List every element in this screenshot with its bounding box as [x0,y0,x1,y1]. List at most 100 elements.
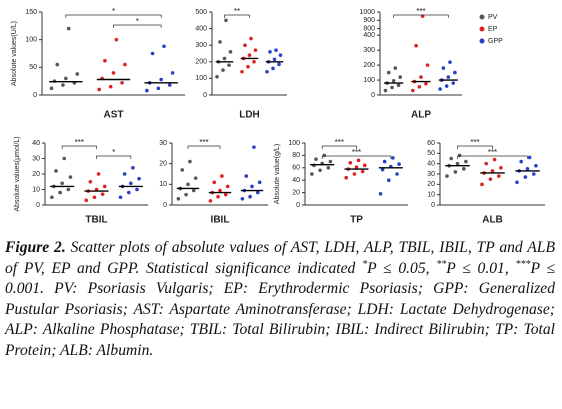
data-point [100,192,105,196]
y-tick-label: 40 [292,177,300,184]
data-point [247,53,252,57]
data-point [411,88,415,93]
y-tick-label: 10 [32,186,40,193]
data-point [49,86,54,91]
data-point [424,81,428,86]
y-tick-label: 800 [363,25,375,32]
data-point [438,87,442,91]
y-tick-label: 20 [159,161,167,168]
data-point [451,81,456,85]
data-point [184,192,188,197]
data-point [252,60,256,64]
y-tick-label: 40 [427,161,435,168]
data-point [446,75,451,79]
data-point [220,174,224,178]
legend-label: EP [488,26,498,33]
data-point [68,175,73,179]
data-point [378,192,383,196]
data-point [156,86,161,91]
data-point [135,187,139,192]
legend-label: GPP [488,38,503,45]
y-tick-label: 0 [33,92,37,99]
legend-marker [479,14,485,20]
data-point [417,84,422,89]
panel-label: TP [350,215,363,226]
data-point [248,194,252,199]
y-tick-label: 100 [288,140,300,147]
legend-label: PV [488,14,498,21]
data-point [397,162,401,166]
significance-bracket [393,14,449,18]
data-point [218,40,222,44]
data-point [419,75,423,79]
y-tick-label: 30 [427,171,435,178]
data-point [328,159,333,164]
y-tick-label: 30 [32,155,40,162]
significance-label: * [112,148,115,157]
data-point [441,66,446,70]
caption-text: Scatter plots of absolute values of AST,… [5,239,555,277]
data-point [228,50,233,54]
data-point [391,156,395,160]
y-axis-label: Absolute value(g/L) [274,144,281,204]
data-point [84,198,88,203]
data-point [386,178,391,182]
data-point [480,182,484,187]
y-tick-label: 150 [25,9,37,16]
data-point [176,197,181,201]
data-point [255,190,260,195]
data-point [54,169,58,173]
data-point [252,145,256,149]
y-tick-label: 200 [195,59,207,66]
y-tick-label: 300 [195,42,207,49]
data-point [162,44,166,49]
y-tick-label: 40 [32,140,40,147]
data-point [318,168,322,173]
data-point [515,180,519,185]
y-tick-label: 20 [427,181,435,188]
data-point [354,165,359,169]
data-point [224,18,228,23]
caption-superscript: *** [515,258,531,270]
data-point [534,163,538,168]
data-point [490,169,495,173]
data-point [240,69,244,74]
significance-bracket [61,145,97,149]
panel-label: LDH [239,110,260,121]
data-point [62,156,67,161]
y-tick-label: 0 [163,202,167,209]
panel-label: TBIL [85,215,107,226]
data-point [97,87,101,92]
data-point [218,188,222,193]
y-tick-label: 100 [195,75,207,82]
data-point [445,174,449,178]
y-tick-label: 100 [25,37,37,44]
data-point [188,159,192,164]
y-tick-label: 300 [363,47,375,54]
data-point [414,43,418,48]
y-tick-label: 50 [427,150,435,157]
data-point [122,172,127,176]
data-point [191,188,196,193]
data-point [123,62,127,67]
panel-label: AST [104,110,124,121]
data-point [92,195,97,200]
data-point [362,163,367,168]
data-point [322,153,327,158]
significance-label: * [112,7,115,16]
data-point [278,53,283,57]
data-point [390,85,394,90]
y-tick-label: 10 [159,181,167,188]
data-point [193,176,198,180]
significance-label: *** [335,138,344,147]
data-point [352,172,357,176]
data-point [391,79,396,83]
data-point [449,156,454,161]
significance-bracket [321,155,392,159]
significance-label: * [136,17,139,26]
data-point [448,60,452,64]
significance-bracket [457,155,528,159]
data-point [103,58,107,63]
data-point [215,74,219,79]
